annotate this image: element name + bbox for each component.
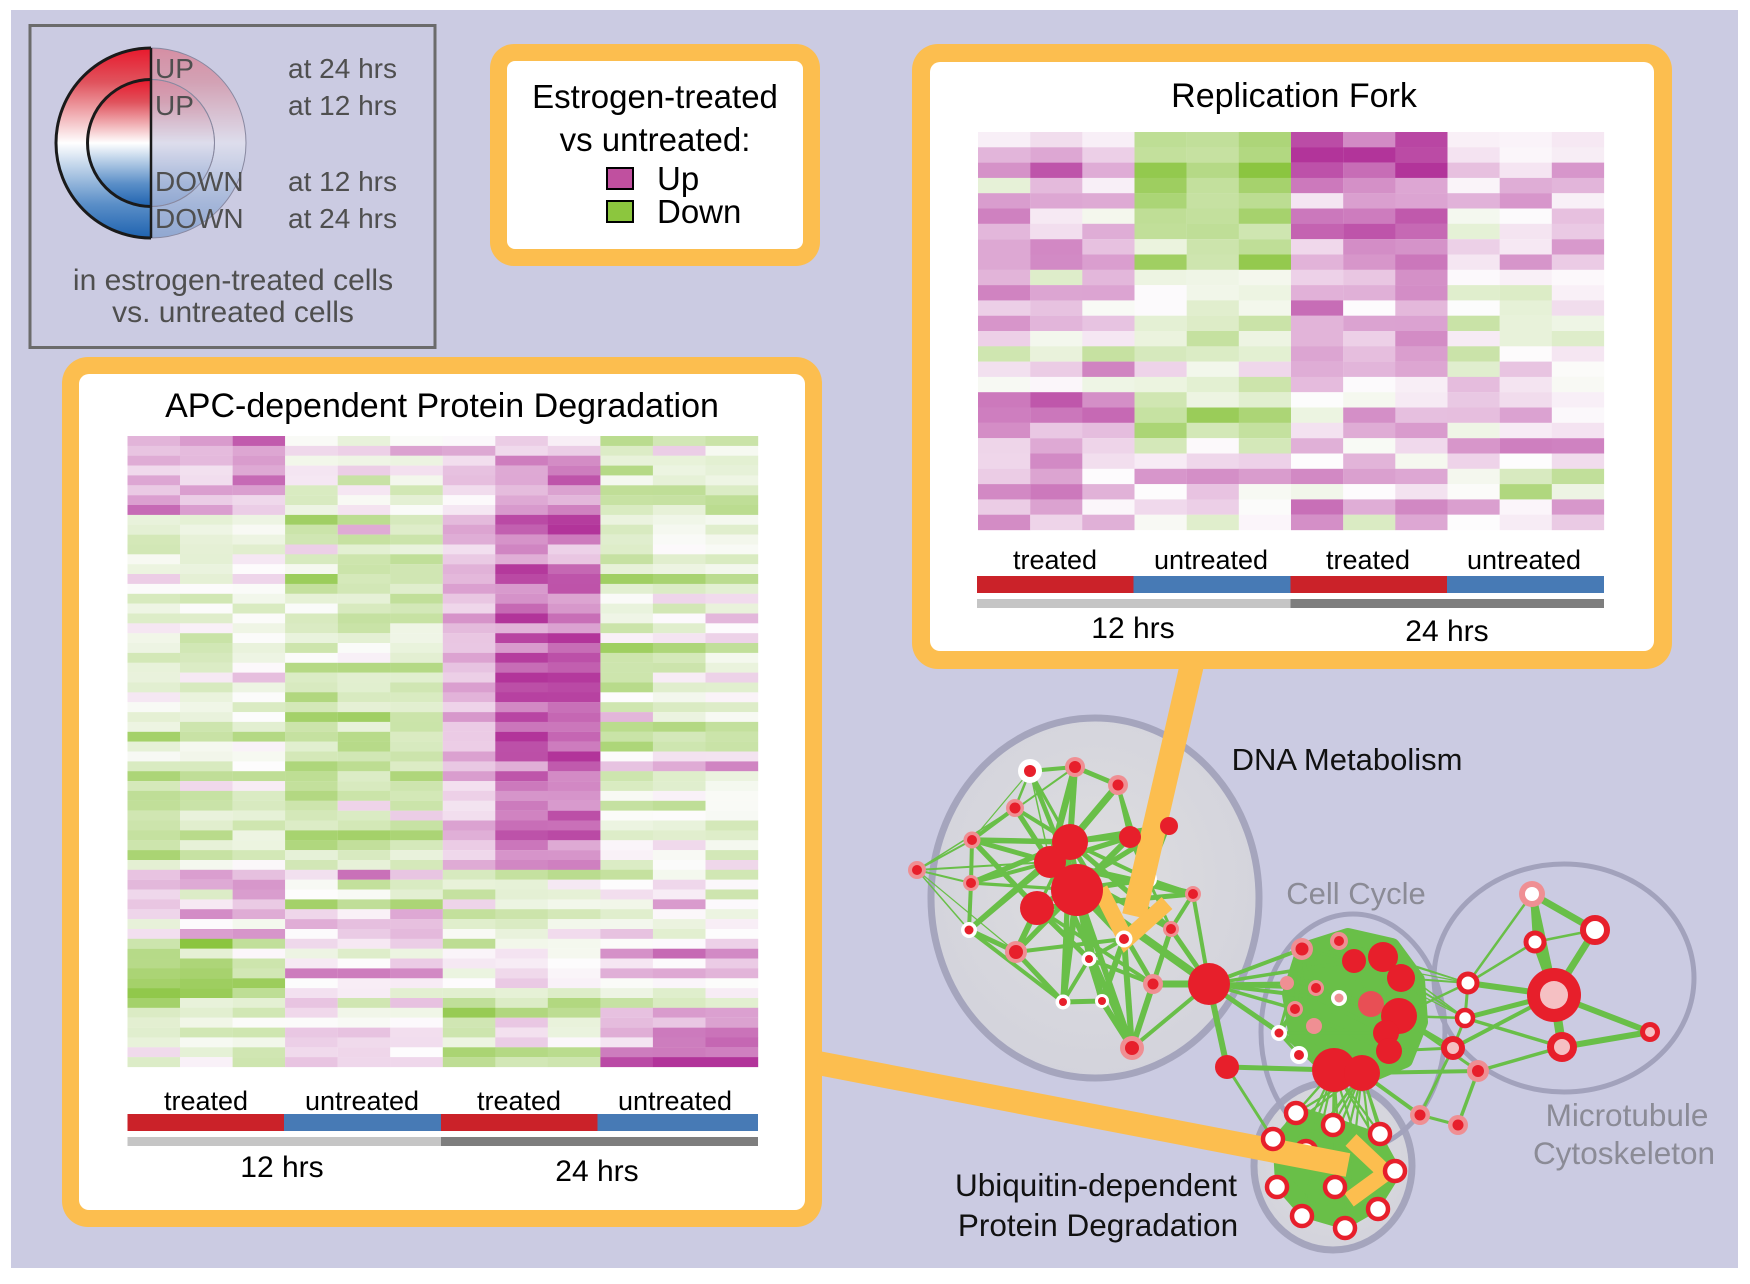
svg-text:24 hrs: 24 hrs	[1405, 615, 1488, 648]
svg-text:DOWN: DOWN	[155, 203, 244, 234]
svg-text:untreated: untreated	[1467, 545, 1581, 575]
svg-text:12 hrs: 12 hrs	[1091, 612, 1174, 645]
svg-text:APC-dependent Protein Degradat: APC-dependent Protein Degradation	[165, 387, 719, 425]
svg-text:at 12 hrs: at 12 hrs	[288, 90, 397, 121]
svg-text:24 hrs: 24 hrs	[555, 1155, 638, 1188]
svg-text:UP: UP	[155, 90, 194, 121]
svg-text:at 12 hrs: at 12 hrs	[288, 166, 397, 197]
svg-text:DNA Metabolism: DNA Metabolism	[1232, 742, 1463, 777]
svg-text:vs. untreated cells: vs. untreated cells	[112, 296, 354, 329]
svg-text:treated: treated	[1326, 545, 1410, 575]
svg-text:treated: treated	[1013, 545, 1097, 575]
svg-text:Microtubule: Microtubule	[1546, 1097, 1709, 1133]
svg-text:vs untreated:: vs untreated:	[560, 121, 751, 158]
svg-text:Down: Down	[657, 193, 741, 230]
svg-text:Cell Cycle: Cell Cycle	[1286, 876, 1426, 911]
svg-text:Up: Up	[657, 160, 699, 197]
svg-text:Ubiquitin-dependent: Ubiquitin-dependent	[955, 1167, 1237, 1203]
svg-text:untreated: untreated	[1154, 545, 1268, 575]
svg-text:at 24 hrs: at 24 hrs	[288, 203, 397, 234]
svg-text:Replication Fork: Replication Fork	[1171, 77, 1418, 115]
svg-text:untreated: untreated	[618, 1086, 732, 1116]
svg-text:Estrogen-treated: Estrogen-treated	[532, 78, 778, 115]
svg-text:12 hrs: 12 hrs	[240, 1151, 323, 1184]
svg-text:Cytoskeleton: Cytoskeleton	[1533, 1135, 1715, 1171]
svg-text:treated: treated	[164, 1086, 248, 1116]
svg-text:at 24 hrs: at 24 hrs	[288, 53, 397, 84]
svg-text:UP: UP	[155, 53, 194, 84]
svg-text:DOWN: DOWN	[155, 166, 244, 197]
svg-text:untreated: untreated	[305, 1086, 419, 1116]
svg-text:treated: treated	[477, 1086, 561, 1116]
svg-text:in estrogen-treated cells: in estrogen-treated cells	[73, 264, 393, 297]
svg-text:Protein Degradation: Protein Degradation	[958, 1207, 1238, 1243]
